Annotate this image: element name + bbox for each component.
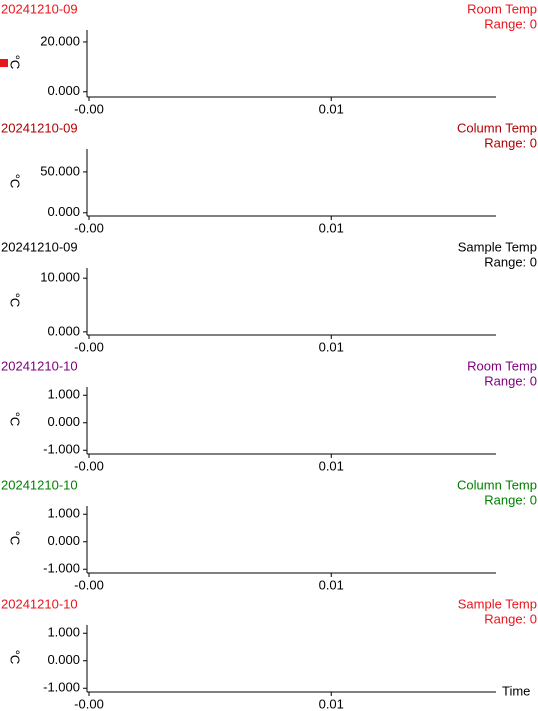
chart-title: Sample Temp xyxy=(458,596,537,611)
y-axis-label: °C xyxy=(8,174,23,189)
y-tick-label: 1.000 xyxy=(47,387,80,402)
chart-subtitle: Range: 0 xyxy=(484,611,537,626)
y-tick-label: 0.000 xyxy=(47,204,80,219)
x-tick-label: 0.01 xyxy=(319,696,344,711)
chart-subtitle: Range: 0 xyxy=(484,254,537,269)
y-tick-label: 1.000 xyxy=(47,506,80,521)
y-tick-label: 0.000 xyxy=(47,414,80,429)
y-tick-label: 20.000 xyxy=(40,33,80,48)
chart-title: Sample Temp xyxy=(458,239,537,254)
chart-subtitle: Range: 0 xyxy=(484,492,537,507)
y-axis-label: °C xyxy=(8,293,23,308)
y-axis-label: °C xyxy=(8,412,23,427)
x-tick-label: -0.00 xyxy=(74,339,104,354)
run-label: 20241210-09 xyxy=(1,1,78,16)
x-tick-label: -0.00 xyxy=(74,220,104,235)
chart-title: Column Temp xyxy=(457,120,537,135)
chart-subtitle: Range: 0 xyxy=(484,16,537,31)
y-tick-label: 0.000 xyxy=(47,533,80,548)
y-axis-label: °C xyxy=(8,531,23,546)
y-tick-label: -1.000 xyxy=(43,680,80,695)
run-label: 20241210-10 xyxy=(1,358,78,373)
x-tick-label: -0.00 xyxy=(74,577,104,592)
y-axis-label: °C xyxy=(8,650,23,665)
chart-subtitle: Range: 0 xyxy=(484,135,537,150)
y-axis-label: °C xyxy=(8,55,23,70)
run-label: 20241210-09 xyxy=(1,120,78,135)
chart-title: Room Temp xyxy=(467,358,537,373)
x-tick-label: 0.01 xyxy=(319,458,344,473)
chart-title: Column Temp xyxy=(457,477,537,492)
x-tick-label: -0.00 xyxy=(74,101,104,116)
x-tick-label: -0.00 xyxy=(74,696,104,711)
run-label: 20241210-09 xyxy=(1,239,78,254)
y-tick-label: 0.000 xyxy=(47,652,80,667)
y-tick-label: 0.000 xyxy=(47,323,80,338)
run-label: 20241210-10 xyxy=(1,596,78,611)
y-tick-label: 1.000 xyxy=(47,625,80,640)
y-tick-label: -1.000 xyxy=(43,442,80,457)
y-tick-label: -1.000 xyxy=(43,561,80,576)
chart-title: Room Temp xyxy=(467,1,537,16)
x-tick-label: 0.01 xyxy=(319,577,344,592)
x-tick-label: 0.01 xyxy=(319,339,344,354)
chart-subtitle: Range: 0 xyxy=(484,373,537,388)
y-tick-label: 10.000 xyxy=(40,270,80,285)
x-tick-label: -0.00 xyxy=(74,458,104,473)
run-label: 20241210-10 xyxy=(1,477,78,492)
y-tick-label: 50.000 xyxy=(40,163,80,178)
y-tick-label: 0.000 xyxy=(47,83,80,98)
x-tick-label: 0.01 xyxy=(319,220,344,235)
x-tick-label: 0.01 xyxy=(319,101,344,116)
marker-icon xyxy=(0,59,8,67)
x-axis-label: Time xyxy=(502,683,530,698)
